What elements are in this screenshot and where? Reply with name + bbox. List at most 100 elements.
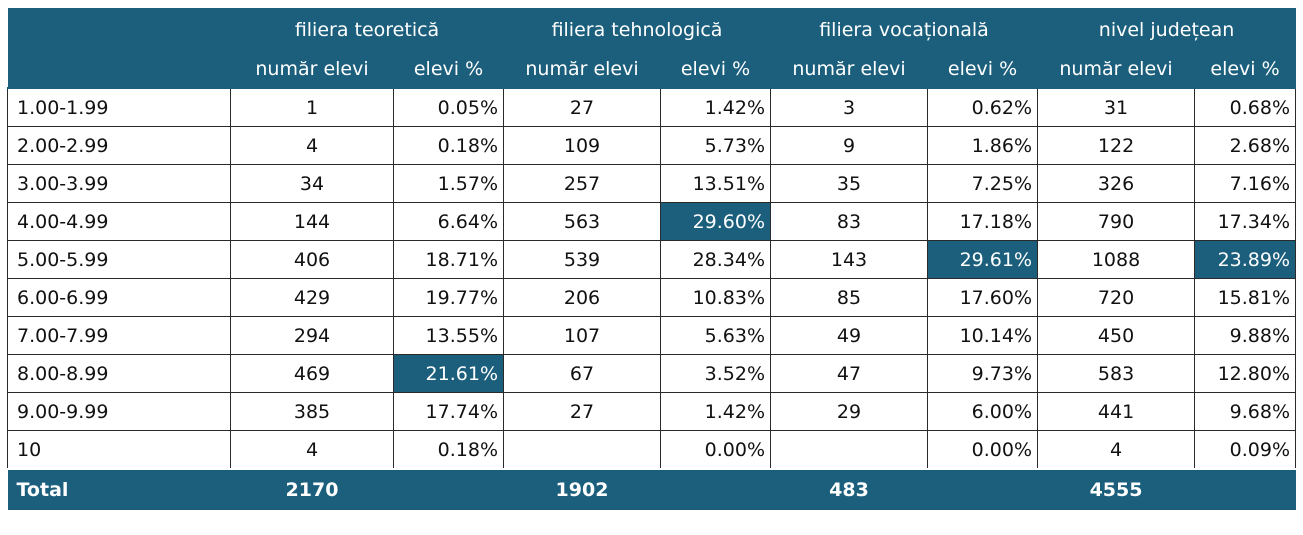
table-cell: 6.00% bbox=[927, 392, 1039, 431]
table-cell: 13.51% bbox=[659, 164, 772, 203]
table-cell: 10.83% bbox=[659, 278, 772, 317]
grade-range-label: 6.00-6.99 bbox=[7, 278, 231, 317]
header-corner-cell bbox=[7, 51, 231, 88]
table-cell: 109 bbox=[503, 126, 661, 165]
table-cell: 1.57% bbox=[393, 164, 504, 203]
table-cell: 49 bbox=[770, 316, 929, 355]
table-row: 2.00-2.99 4 0.18% 109 5.73% 9 1.86% 122 … bbox=[7, 126, 1297, 165]
table-cell: 0.18% bbox=[393, 430, 504, 470]
table-cell: 47 bbox=[770, 354, 929, 393]
total-empty-cell bbox=[1194, 468, 1296, 510]
grade-range-label: 1.00-1.99 bbox=[7, 87, 231, 127]
table-cell: 3.52% bbox=[659, 354, 772, 393]
header-subheader-row: număr elevi elevi % număr elevi elevi % … bbox=[7, 51, 1296, 88]
table-cell: 6.64% bbox=[393, 202, 504, 241]
table-row: 4.00-4.99 144 6.64% 563 29.60% 83 17.18%… bbox=[7, 202, 1297, 241]
table-cell: 17.18% bbox=[927, 202, 1039, 241]
subheader-count: număr elevi bbox=[503, 51, 661, 88]
table-cell: 790 bbox=[1037, 202, 1196, 241]
table-cell: 429 bbox=[230, 278, 394, 317]
table-cell: 257 bbox=[503, 164, 661, 203]
total-empty-cell bbox=[927, 468, 1038, 510]
table-cell: 450 bbox=[1037, 316, 1196, 355]
table-row: 8.00-8.99 469 21.61% 67 3.52% 47 9.73% 5… bbox=[7, 354, 1297, 393]
total-value: 1902 bbox=[503, 468, 661, 510]
table-cell: 31 bbox=[1037, 87, 1196, 127]
table-row: 3.00-3.99 34 1.57% 257 13.51% 35 7.25% 3… bbox=[7, 164, 1297, 203]
table-cell: 0.00% bbox=[927, 430, 1039, 470]
table-cell: 107 bbox=[503, 316, 661, 355]
total-empty-cell bbox=[660, 468, 771, 510]
table-cell: 539 bbox=[503, 240, 661, 279]
header-group-tehnologica: filiera tehnologică bbox=[503, 8, 771, 51]
subheader-percent: elevi % bbox=[660, 51, 771, 88]
header-group-teoretica: filiera teoretică bbox=[230, 8, 504, 51]
table-row: 5.00-5.99 406 18.71% 539 28.34% 143 29.6… bbox=[7, 240, 1297, 279]
results-table-container: filiera teoretică filiera tehnologică fi… bbox=[7, 8, 1297, 510]
table-cell: 144 bbox=[230, 202, 394, 241]
table-cell: 9 bbox=[770, 126, 929, 165]
table-cell: 12.80% bbox=[1194, 354, 1297, 393]
table-cell: 17.34% bbox=[1194, 202, 1297, 241]
table-cell: 1088 bbox=[1037, 240, 1196, 279]
table-cell: 1 bbox=[230, 87, 394, 127]
total-empty-cell bbox=[393, 468, 504, 510]
table-row: 6.00-6.99 429 19.77% 206 10.83% 85 17.60… bbox=[7, 278, 1297, 317]
table-cell: 3 bbox=[770, 87, 929, 127]
table-cell: 5.63% bbox=[659, 316, 772, 355]
highlighted-max-cell: 23.89% bbox=[1194, 240, 1297, 279]
table-cell: 0.18% bbox=[393, 126, 504, 165]
table-cell bbox=[770, 430, 929, 470]
table-cell: 563 bbox=[503, 202, 661, 241]
subheader-count: număr elevi bbox=[1037, 51, 1195, 88]
grade-range-label: 9.00-9.99 bbox=[7, 392, 231, 431]
grade-distribution-table: filiera teoretică filiera tehnologică fi… bbox=[7, 8, 1297, 510]
table-cell: 720 bbox=[1037, 278, 1196, 317]
table-cell: 0.05% bbox=[393, 87, 504, 127]
table-cell: 10.14% bbox=[927, 316, 1039, 355]
table-cell: 206 bbox=[503, 278, 661, 317]
table-cell: 19.77% bbox=[393, 278, 504, 317]
table-footer: Total 2170 1902 483 4555 bbox=[7, 468, 1296, 510]
total-value: 2170 bbox=[230, 468, 394, 510]
table-cell: 0.62% bbox=[927, 87, 1039, 127]
grade-range-label: 4.00-4.99 bbox=[7, 202, 231, 241]
table-cell: 34 bbox=[230, 164, 394, 203]
total-value: 483 bbox=[770, 468, 928, 510]
table-cell: 83 bbox=[770, 202, 929, 241]
table-cell: 4 bbox=[1037, 430, 1196, 470]
subheader-percent: elevi % bbox=[1194, 51, 1296, 88]
table-body: 1.00-1.99 1 0.05% 27 1.42% 3 0.62% 31 0.… bbox=[7, 87, 1297, 470]
subheader-percent: elevi % bbox=[927, 51, 1038, 88]
grade-range-label: 8.00-8.99 bbox=[7, 354, 231, 393]
total-value: 4555 bbox=[1037, 468, 1195, 510]
table-cell: 67 bbox=[503, 354, 661, 393]
table-row: 10 4 0.18% 0.00% 0.00% 4 0.09% bbox=[7, 430, 1297, 470]
table-cell: 1.42% bbox=[659, 87, 772, 127]
table-cell: 18.71% bbox=[393, 240, 504, 279]
table-cell: 326 bbox=[1037, 164, 1196, 203]
grade-range-label: 2.00-2.99 bbox=[7, 126, 231, 165]
subheader-percent: elevi % bbox=[393, 51, 504, 88]
highlighted-max-cell: 29.60% bbox=[659, 202, 772, 241]
table-cell: 9.73% bbox=[927, 354, 1039, 393]
table-cell: 1.86% bbox=[927, 126, 1039, 165]
table-cell: 29 bbox=[770, 392, 929, 431]
table-cell: 4 bbox=[230, 126, 394, 165]
total-label: Total bbox=[7, 468, 231, 510]
table-cell: 1.42% bbox=[659, 392, 772, 431]
grade-range-label: 5.00-5.99 bbox=[7, 240, 231, 279]
table-cell: 469 bbox=[230, 354, 394, 393]
table-cell: 0.00% bbox=[659, 430, 772, 470]
table-header: filiera teoretică filiera tehnologică fi… bbox=[7, 8, 1296, 88]
table-cell: 122 bbox=[1037, 126, 1196, 165]
table-cell: 583 bbox=[1037, 354, 1196, 393]
table-cell: 0.68% bbox=[1194, 87, 1297, 127]
highlighted-max-cell: 21.61% bbox=[393, 354, 504, 393]
table-cell: 294 bbox=[230, 316, 394, 355]
total-row: Total 2170 1902 483 4555 bbox=[7, 468, 1296, 510]
header-group-judetean: nivel județean bbox=[1037, 8, 1296, 51]
table-row: 1.00-1.99 1 0.05% 27 1.42% 3 0.62% 31 0.… bbox=[7, 87, 1297, 127]
table-cell: 406 bbox=[230, 240, 394, 279]
table-cell: 13.55% bbox=[393, 316, 504, 355]
